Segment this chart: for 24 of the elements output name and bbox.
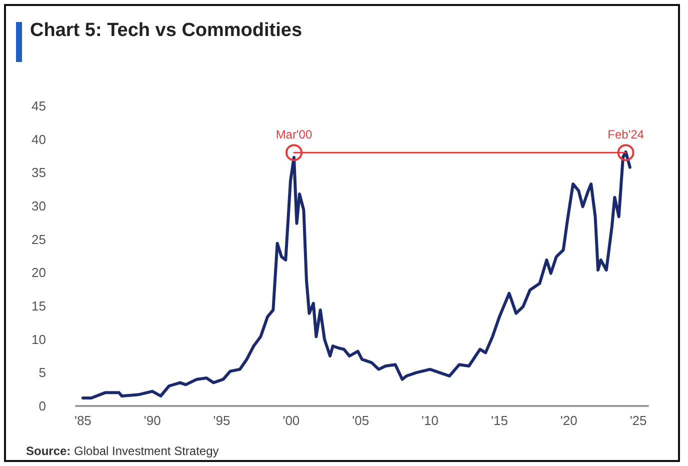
x-tick-label: '10 (422, 413, 439, 428)
y-tick-label: 10 (32, 332, 46, 347)
source-note: Source: Global Investment Strategy (26, 444, 219, 458)
x-tick-label: '25 (630, 413, 647, 428)
y-tick-label: 40 (32, 132, 46, 147)
line-series (81, 150, 632, 400)
x-tick-label: '20 (560, 413, 578, 428)
y-tick-label: 35 (32, 165, 46, 180)
annotation: Feb'24 (608, 128, 644, 142)
x-tick-label: '05 (352, 413, 370, 428)
y-tick-label: 0 (38, 398, 46, 414)
y-tick-label: 20 (32, 265, 46, 280)
chart-title: Chart 5: Tech vs Commodities (30, 20, 302, 42)
x-tick-label: '95 (213, 413, 230, 428)
y-tick-label: 5 (38, 365, 46, 380)
y-tick-label: 45 (32, 98, 46, 114)
annotation: Mar'00 (276, 128, 312, 142)
x-tick-label: '00 (282, 413, 300, 428)
y-tick-label: 30 (32, 198, 46, 214)
y-tick-label: 25 (32, 232, 46, 247)
y-tick-label: 15 (32, 298, 46, 314)
x-tick-label: '15 (490, 413, 508, 428)
x-tick-label: '85 (74, 413, 92, 428)
x-tick-label: '90 (144, 413, 161, 428)
